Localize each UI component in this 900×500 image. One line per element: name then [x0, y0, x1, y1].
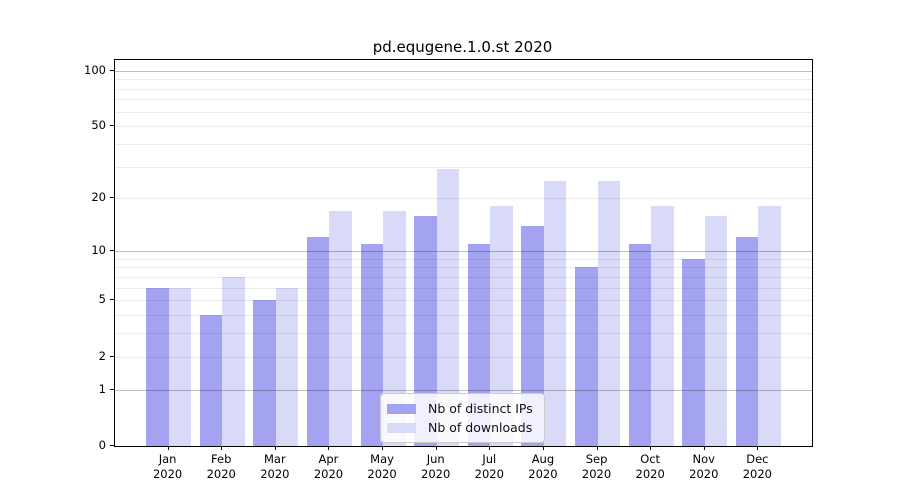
bar-distinct-ips-sep	[575, 267, 598, 446]
legend-label-downloads: Nb of downloads	[428, 420, 533, 435]
x-tick-mark	[435, 446, 437, 450]
bar-distinct-ips-feb	[199, 315, 223, 446]
bar-downloads-jun	[436, 169, 460, 446]
x-tick-label: Sep 2020	[581, 452, 612, 481]
bar-distinct-ips-jun	[414, 215, 437, 446]
legend-item-distinct-ips: Nb of distinct IPs	[387, 399, 533, 418]
chart-title: pd.equgene.1.0.st 2020	[372, 38, 553, 56]
x-tick-label: Oct 2020	[635, 452, 665, 481]
x-tick-mark	[757, 446, 759, 450]
y-tick-mark	[110, 299, 114, 301]
y-tick-label: 5	[98, 292, 106, 307]
bar-downloads-oct	[651, 206, 674, 446]
x-tick-label: Jan 2020	[152, 452, 183, 481]
y-tick-label: 20	[91, 190, 106, 205]
plot-area	[114, 59, 813, 447]
y-tick-mark	[110, 125, 114, 127]
legend-item-downloads: Nb of downloads	[387, 418, 533, 437]
bar-downloads-may	[383, 210, 406, 446]
bar-distinct-ips-jan	[146, 287, 169, 446]
legend-label-distinct-ips: Nb of distinct IPs	[428, 401, 533, 416]
y-tick-mark	[110, 69, 114, 71]
bar-downloads-sep	[597, 180, 621, 446]
x-tick-label: Apr 2020	[313, 452, 344, 481]
y-tick-label: 100	[84, 62, 106, 77]
y-tick-mark	[110, 388, 114, 390]
x-tick-mark	[274, 446, 276, 450]
bar-downloads-apr	[329, 210, 352, 446]
y-tick-label: 10	[91, 242, 106, 257]
x-tick-mark	[167, 446, 169, 450]
x-tick-label: May 2020	[367, 452, 397, 481]
bar-downloads-mar	[275, 287, 299, 446]
bar-distinct-ips-apr	[306, 237, 330, 446]
x-tick-label: Dec 2020	[742, 452, 773, 481]
x-tick-label: Feb 2020	[206, 452, 236, 481]
bar-downloads-dec	[758, 206, 781, 446]
y-tick-mark	[110, 197, 114, 199]
x-tick-mark	[650, 446, 652, 450]
x-tick-mark	[382, 446, 384, 450]
x-tick-label: Mar 2020	[260, 452, 290, 481]
x-tick-label: Aug 2020	[528, 452, 558, 481]
bar-layer	[115, 60, 812, 446]
x-tick-mark	[703, 446, 705, 450]
y-tick-label: 2	[98, 348, 106, 363]
legend-swatch-downloads	[387, 422, 416, 433]
bar-distinct-ips-mar	[253, 300, 276, 446]
x-tick-mark	[489, 446, 491, 450]
bar-downloads-nov	[704, 215, 728, 446]
bar-distinct-ips-aug	[521, 225, 544, 446]
y-tick-mark	[110, 249, 114, 251]
y-tick-label: 50	[91, 118, 106, 133]
bar-distinct-ips-oct	[628, 243, 652, 446]
bar-downloads-jan	[168, 287, 192, 446]
y-tick-label: 0	[98, 438, 106, 452]
y-tick-mark	[110, 445, 114, 446]
x-tick-label: Jul 2020	[474, 452, 504, 481]
x-tick-mark	[542, 446, 544, 450]
legend: Nb of distinct IPs Nb of downloads	[380, 393, 545, 443]
bar-downloads-jul	[490, 206, 513, 446]
bar-downloads-feb	[222, 276, 245, 446]
legend-swatch-distinct-ips	[387, 403, 416, 414]
bar-downloads-aug	[543, 180, 567, 446]
y-tick-mark	[110, 355, 114, 357]
x-tick-label: Jun 2020	[421, 452, 451, 481]
x-tick-label: Nov 2020	[689, 452, 719, 481]
x-tick-mark	[328, 446, 330, 450]
bar-distinct-ips-nov	[682, 258, 705, 446]
y-tick-label: 1	[98, 381, 106, 396]
x-tick-mark	[221, 446, 223, 450]
bar-distinct-ips-dec	[735, 237, 759, 446]
x-tick-mark	[596, 446, 598, 450]
bar-distinct-ips-may	[360, 243, 384, 446]
